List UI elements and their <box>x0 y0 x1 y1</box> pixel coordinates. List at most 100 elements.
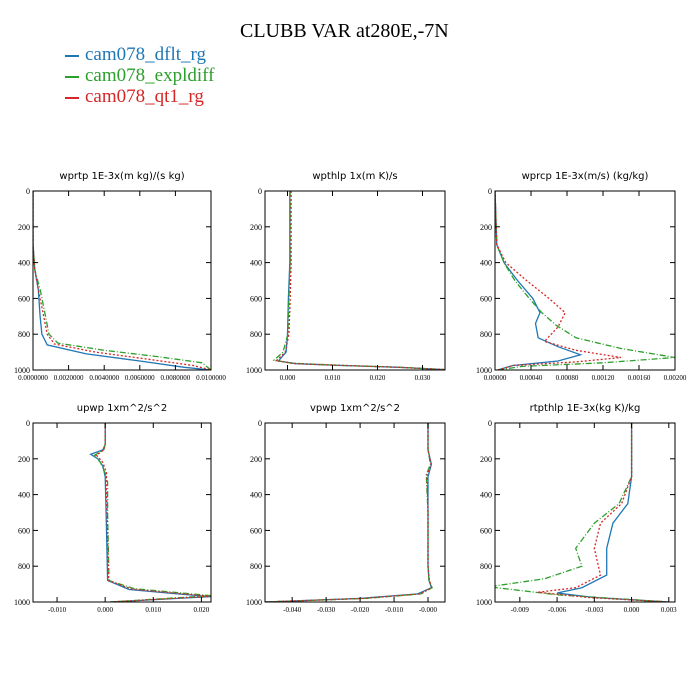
y-tick-label: 800 <box>18 562 30 571</box>
y-tick-label: 800 <box>250 330 262 339</box>
legend-swatch-expldiff <box>65 75 79 78</box>
x-tick-label: 0.000 <box>280 374 296 382</box>
legend-item-expldiff: cam078_expldiff <box>65 65 214 86</box>
x-tick-label: 0.00000 <box>484 374 507 382</box>
y-tick-label: 200 <box>480 223 492 232</box>
y-tick-label: 0 <box>26 187 30 196</box>
legend-item-qt1: cam078_qt1_rg <box>65 86 214 107</box>
x-tick-label: -0.020 <box>351 606 370 614</box>
y-tick-label: 0 <box>258 187 262 196</box>
y-tick-label: 200 <box>18 455 30 464</box>
y-tick-label: 0 <box>488 187 492 196</box>
series-line-cam078_expldiff <box>272 191 445 370</box>
figure-title: CLUBB VAR at280E,-7N <box>240 20 449 42</box>
y-tick-label: 400 <box>18 259 30 268</box>
y-tick-label: 800 <box>250 562 262 571</box>
y-tick-label: 800 <box>480 330 492 339</box>
y-tick-label: 0 <box>26 419 30 428</box>
panel-title: vpwp 1xm^2/s^2 <box>310 403 400 414</box>
y-tick-label: 800 <box>480 562 492 571</box>
y-tick-label: 1000 <box>246 598 262 607</box>
panel-frame <box>264 190 446 371</box>
series-line-cam078_qt1_rg <box>265 423 433 602</box>
panel-frame <box>32 190 212 371</box>
y-tick-label: 400 <box>250 259 262 268</box>
series-line-cam078_qt1_rg <box>274 191 445 370</box>
series-line-cam078_qt1_rg <box>495 191 622 370</box>
y-tick-label: 1000 <box>14 598 30 607</box>
chart-panel-3: wprcp 1E-3x(m/s) (kg/kg) 0 200 400 600 800 100… <box>476 171 687 382</box>
x-tick-label: 0.0060000 <box>125 374 155 382</box>
x-tick-label: 0.020 <box>194 606 210 614</box>
y-tick-label: 1000 <box>246 366 262 375</box>
series-line-cam078_expldiff <box>93 423 211 602</box>
x-tick-label: -0.010 <box>385 606 404 614</box>
chart-panel-2: wpthlp 1x(m K)/s 0 200 400 600 800 1000 0.000 0.… <box>246 171 446 382</box>
y-tick-label: 600 <box>250 526 262 535</box>
series-line-cam078_qt1_rg <box>538 423 669 602</box>
series-line-cam078_expldiff <box>33 191 211 370</box>
y-tick-label: 0 <box>258 419 262 428</box>
x-tick-label: 0.003 <box>661 606 677 614</box>
y-tick-label: 200 <box>250 455 262 464</box>
series-line-cam078_expldiff <box>495 191 675 370</box>
series-line-cam078_qt1_rg <box>95 423 211 602</box>
panel-frame <box>32 422 212 603</box>
x-tick-label: -0.003 <box>585 606 604 614</box>
series-line-cam078_dflt_rg <box>495 191 583 370</box>
legend: cam078_dflt_rg cam078_expldiff cam078_qt… <box>65 44 214 107</box>
chart-panel-6: rtpthlp 1E-3x(kg K)/kg 0 200 400 600 800 1000 -… <box>476 403 677 614</box>
y-tick-label: 400 <box>480 491 492 500</box>
x-tick-label: 0.00040 <box>520 374 543 382</box>
legend-swatch-dflt <box>65 54 79 57</box>
series-line-cam078_expldiff <box>265 423 433 602</box>
x-tick-label: 0.030 <box>415 374 431 382</box>
y-tick-label: 1000 <box>476 366 492 375</box>
x-tick-label: 0.0100000 <box>196 374 226 382</box>
chart-panel-5: vpwp 1xm^2/s^2 0 200 400 600 800 1000 -0.040 -0.… <box>246 403 446 614</box>
y-tick-label: 400 <box>18 491 30 500</box>
panel-title: wprcp 1E-3x(m/s) (kg/kg) <box>522 171 649 182</box>
series-line-cam078_dflt_rg <box>556 423 669 602</box>
y-tick-label: 800 <box>18 330 30 339</box>
x-tick-label: 0.000 <box>97 606 113 614</box>
x-tick-label: 0.0080000 <box>161 374 191 382</box>
y-tick-label: 0 <box>488 419 492 428</box>
panel-frame <box>494 190 676 371</box>
x-tick-label: 0.00080 <box>556 374 579 382</box>
x-tick-label: 0.00160 <box>628 374 651 382</box>
legend-label-expldiff: cam078_expldiff <box>85 65 215 86</box>
x-tick-label: 0.0020000 <box>54 374 84 382</box>
legend-label-qt1: cam078_qt1_rg <box>85 86 204 107</box>
panel-title: rtpthlp 1E-3x(kg K)/kg <box>530 403 641 414</box>
x-tick-label: -0.000 <box>419 606 438 614</box>
panel-title: wprtp 1E-3x(m kg)/(s kg) <box>59 171 184 182</box>
y-tick-label: 200 <box>250 223 262 232</box>
x-tick-label: 0.0040000 <box>89 374 119 382</box>
y-tick-label: 400 <box>480 259 492 268</box>
y-tick-label: 600 <box>250 294 262 303</box>
x-tick-label: 0.000 <box>624 606 640 614</box>
chart-panel-1: wprtp 1E-3x(m kg)/(s kg) 0 200 400 600 800 100… <box>14 171 226 382</box>
legend-item-dflt: cam078_dflt_rg <box>65 44 214 65</box>
x-tick-label: 0.020 <box>370 374 386 382</box>
y-tick-label: 1000 <box>476 598 492 607</box>
x-tick-label: -0.010 <box>48 606 67 614</box>
series-line-cam078_expldiff <box>495 423 669 602</box>
y-tick-label: 200 <box>480 455 492 464</box>
x-tick-label: 0.00200 <box>664 374 687 382</box>
x-tick-label: 0.00120 <box>592 374 615 382</box>
x-tick-label: 0.010 <box>325 374 341 382</box>
series-line-cam078_dflt_rg <box>265 423 433 602</box>
panel-title: upwp 1xm^2/s^2 <box>77 403 167 414</box>
y-tick-label: 200 <box>18 223 30 232</box>
y-tick-label: 600 <box>18 294 30 303</box>
series-line-cam078_qt1_rg <box>33 191 211 370</box>
x-tick-label: -0.009 <box>511 606 530 614</box>
y-tick-label: 600 <box>480 294 492 303</box>
x-tick-label: -0.040 <box>283 606 302 614</box>
x-tick-label: -0.030 <box>317 606 336 614</box>
y-tick-label: 600 <box>18 526 30 535</box>
chart-panel-4: upwp 1xm^2/s^2 0 200 400 600 800 1000 -0.010 0.0… <box>14 403 212 614</box>
